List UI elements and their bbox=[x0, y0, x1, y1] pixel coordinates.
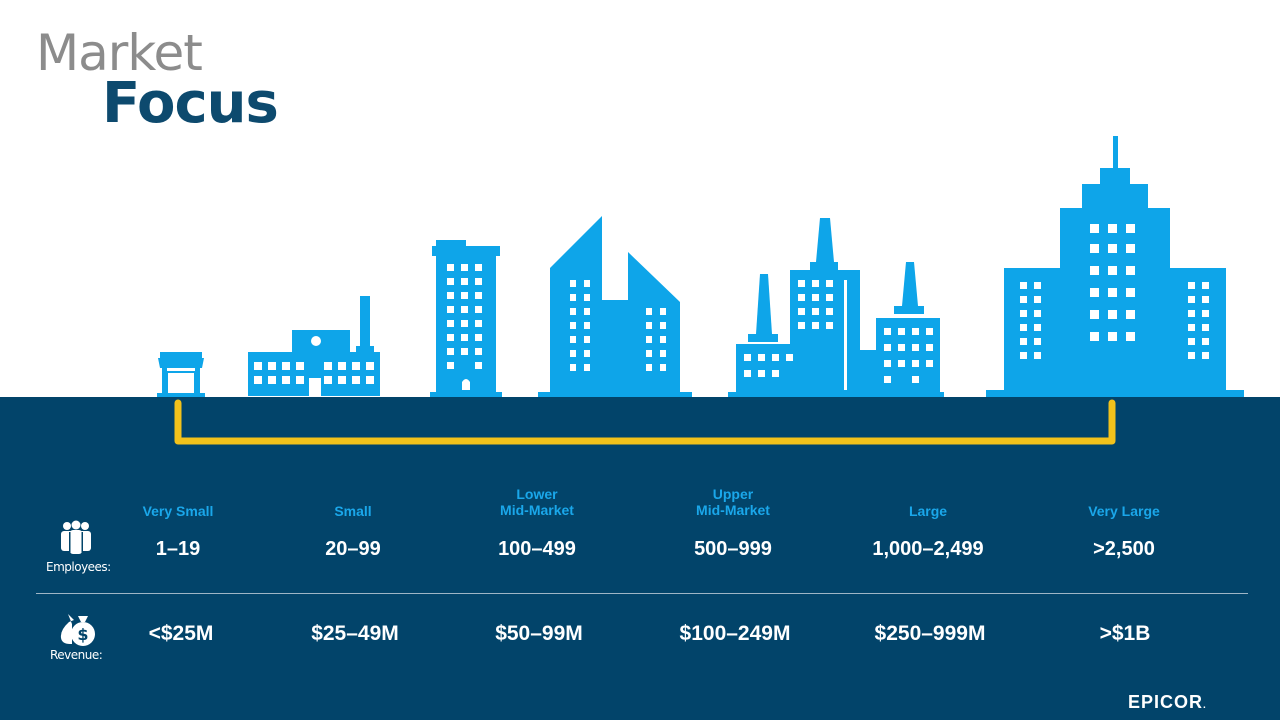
small-factory-icon bbox=[248, 296, 380, 396]
segment-label-very-large: Very Large bbox=[1088, 503, 1160, 519]
kiosk-building-icon bbox=[157, 352, 205, 397]
info-band bbox=[0, 397, 1280, 720]
employees-value-small: 20–99 bbox=[325, 538, 381, 560]
logo-text: EPICOR bbox=[1128, 692, 1204, 712]
revenue-value-lower-mid-market: $50–99M bbox=[495, 622, 583, 645]
segment-label-very-small: Very Small bbox=[142, 503, 214, 519]
revenue-value-very-large: >$1B bbox=[1099, 622, 1151, 645]
employees-value-large: 1,000–2,499 bbox=[872, 538, 984, 560]
revenue-value-upper-mid-market: $100–249M bbox=[679, 622, 791, 645]
segment-label-large: Large bbox=[908, 503, 948, 519]
employees-value-lower-mid-market: 100–499 bbox=[498, 538, 576, 560]
revenue-value-small: $25–49M bbox=[311, 622, 399, 645]
svg-text:$: $ bbox=[77, 625, 88, 644]
title-focus: Focus bbox=[102, 71, 279, 136]
skyscraper-icon bbox=[986, 136, 1244, 397]
segment-label-small: Small bbox=[334, 503, 372, 519]
segment-label-lower-mid-market: Lower Mid-Market bbox=[500, 486, 574, 518]
money-bag-icon: $ bbox=[58, 612, 98, 653]
tower-building-icon bbox=[430, 240, 502, 397]
industrial-complex-icon bbox=[728, 218, 944, 397]
employees-value-very-small: 1–19 bbox=[155, 538, 201, 560]
employees-value-upper-mid-market: 500–999 bbox=[694, 538, 772, 560]
skyline-illustration bbox=[157, 136, 1244, 397]
revenue-value-very-small: <$25M bbox=[148, 622, 214, 645]
employees-value-very-large: >2,500 bbox=[1093, 538, 1155, 560]
epicor-logo: EPICOR. bbox=[1128, 692, 1207, 713]
office-building-icon bbox=[538, 216, 692, 397]
revenue-value-large: $250–999M bbox=[874, 622, 986, 645]
range-bracket bbox=[174, 399, 1116, 445]
row-divider bbox=[36, 593, 1248, 594]
revenue-caption: Revenue: bbox=[50, 648, 103, 662]
title-market: Market bbox=[36, 24, 203, 82]
logo-mark: . bbox=[1203, 700, 1207, 711]
people-icon bbox=[58, 520, 94, 565]
employees-caption: Employees: bbox=[46, 560, 111, 574]
segment-label-upper-mid-market: Upper Mid-Market bbox=[696, 486, 770, 518]
